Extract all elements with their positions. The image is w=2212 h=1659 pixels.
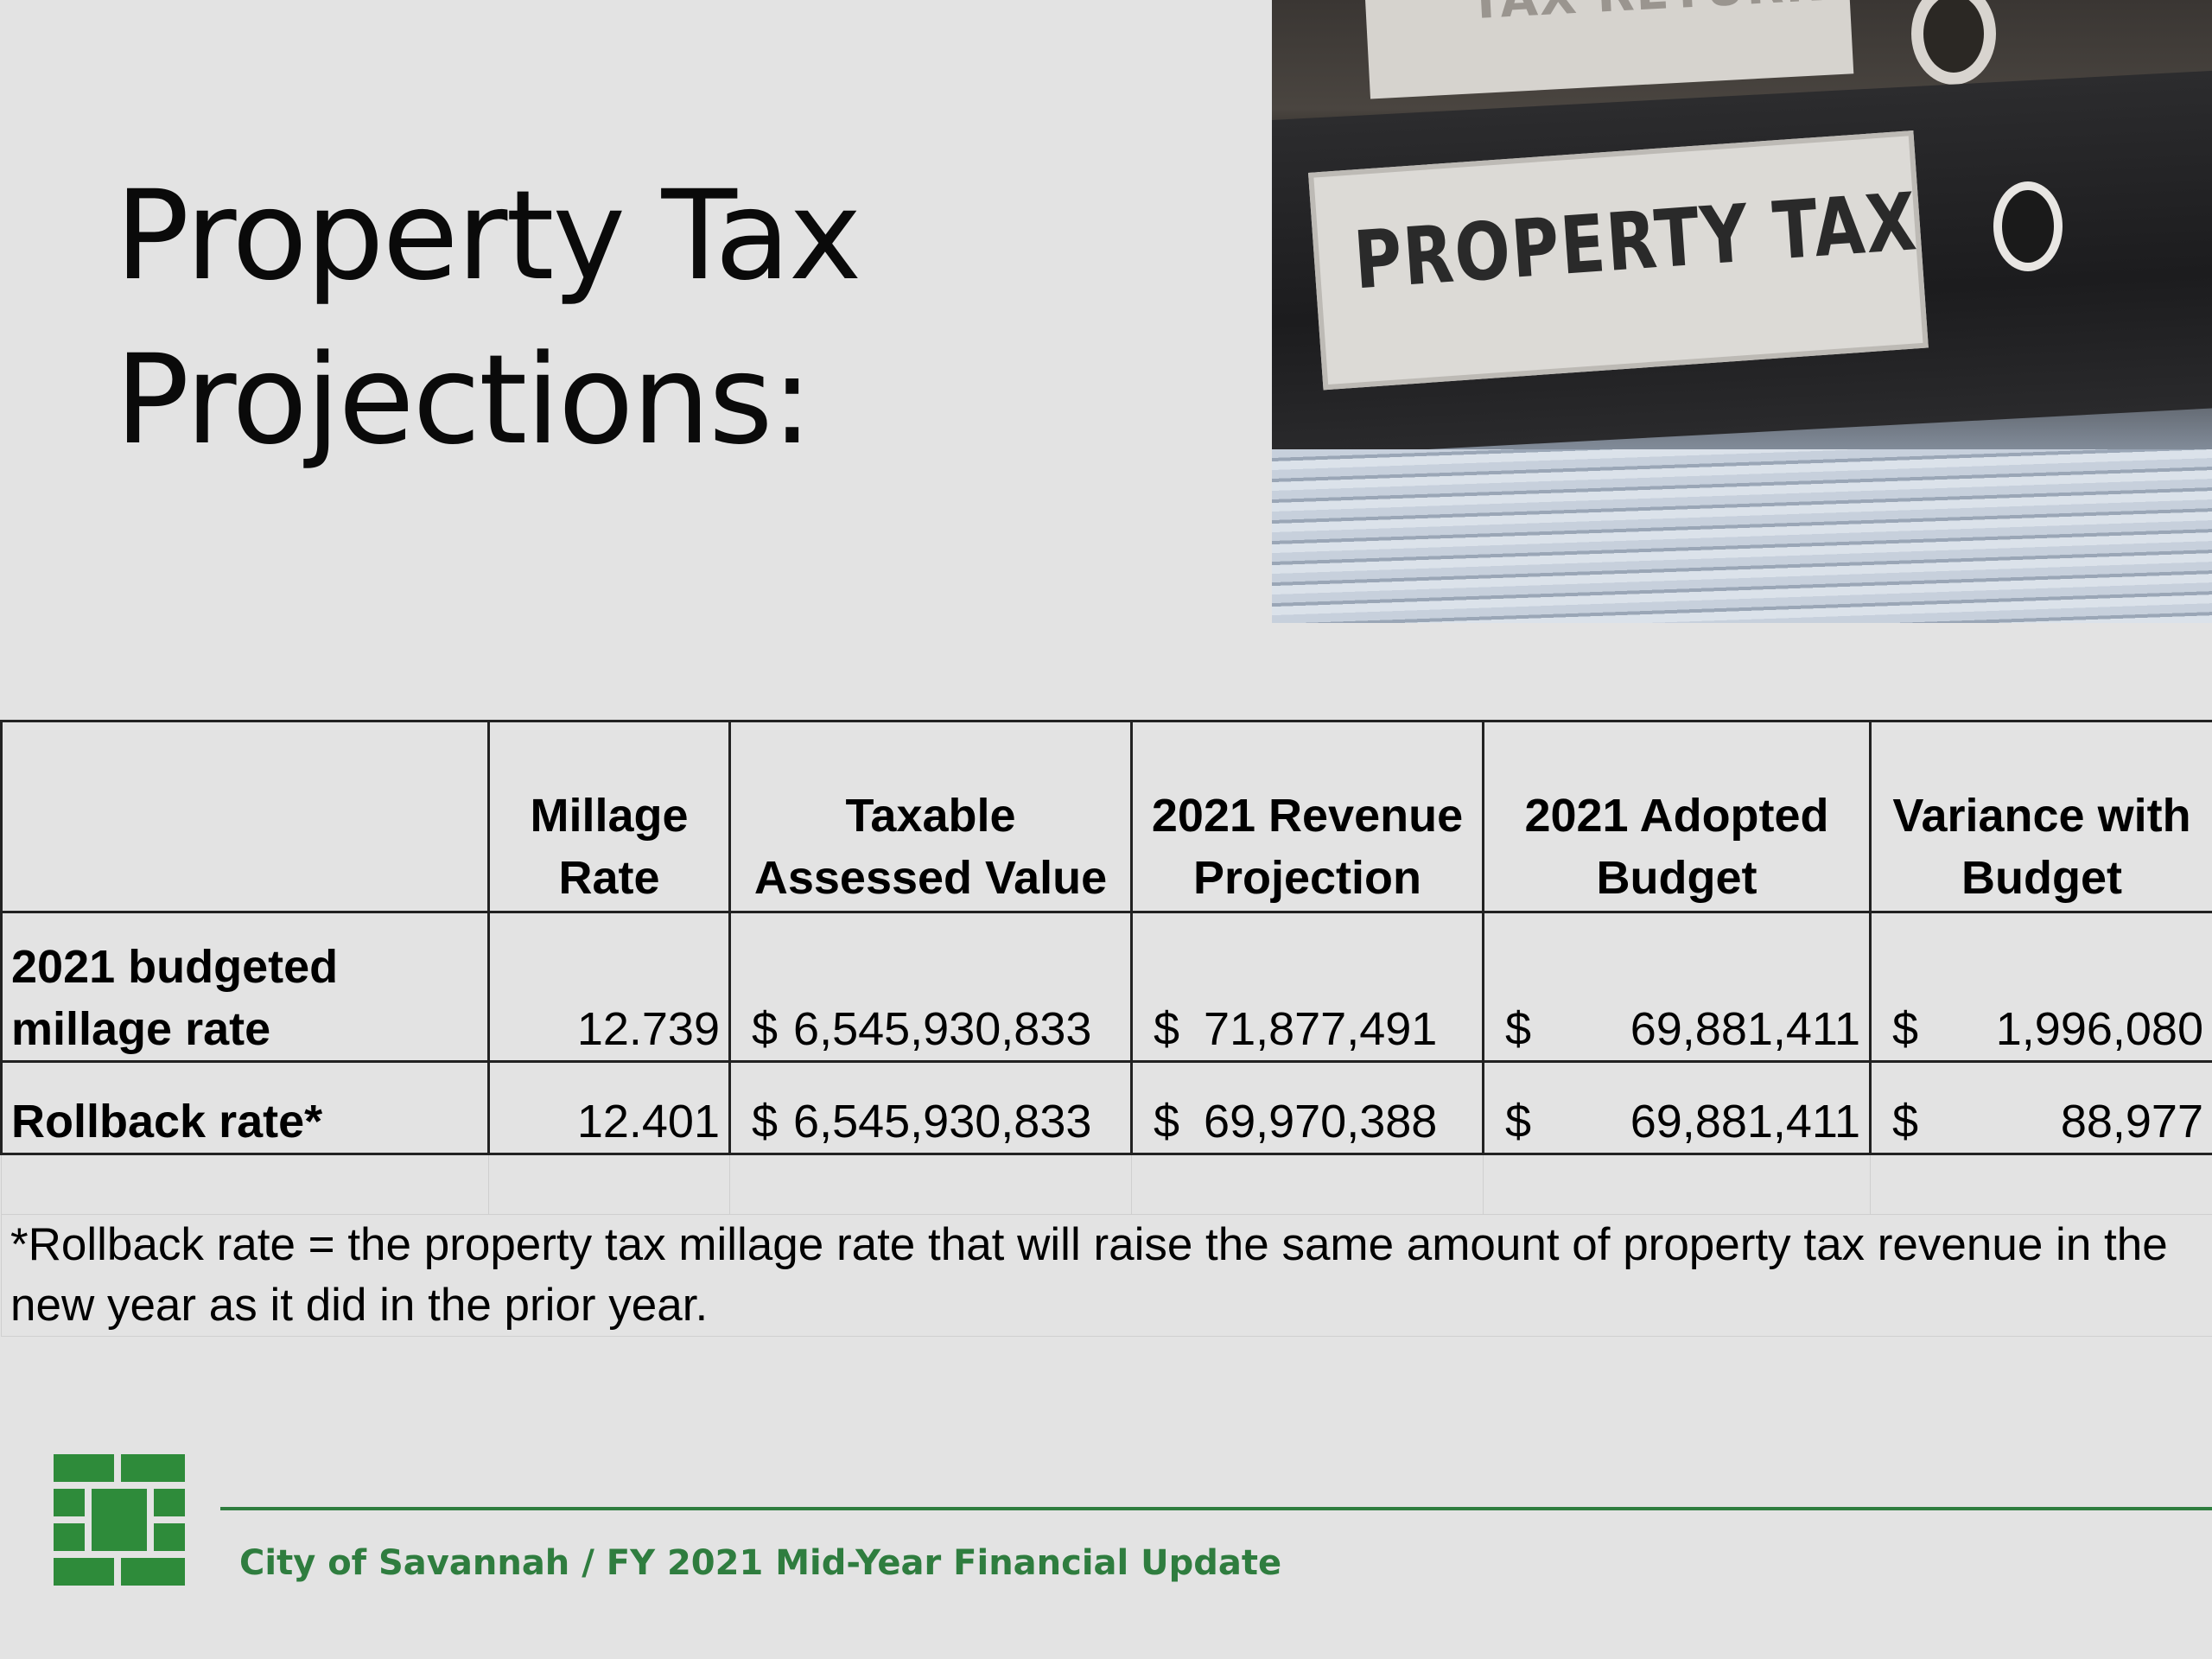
footer-divider [220,1507,2212,1510]
currency-symbol: $ [1892,1003,1919,1055]
paper-stack [1272,449,2212,623]
currency-symbol: $ [752,1096,779,1147]
title-line-2: Projections: [115,327,813,472]
footnote-row: *Rollback rate = the property tax millag… [1,1214,2212,1337]
amount: 88,977 [2060,1096,2203,1147]
currency-symbol: $ [1505,1096,1532,1147]
revenue-projection-cell: $ 71,877,491 [1130,911,1484,1063]
table-row: Rollback rate* 12.401 $ 6,545,930,833 $ … [0,1060,2212,1155]
city-logo-icon [54,1454,185,1586]
revenue-projection-cell: $ 69,970,388 [1130,1060,1484,1155]
blank-cell [729,1153,1132,1215]
header-adopted-budget: 2021 Adopted Budget [1482,720,1872,913]
property-tax-table: Millage Rate Taxable Assessed Value 2021… [0,720,2212,1337]
header-blank [0,720,490,913]
header-millage-rate: Millage Rate [487,720,731,913]
adopted-budget-cell: $ 69,881,411 [1482,911,1872,1063]
amount: 6,545,930,833 [793,1003,1092,1055]
adopted-budget-cell: $ 69,881,411 [1482,1060,1872,1155]
footnote: *Rollback rate = the property tax millag… [1,1214,2212,1337]
amount: 69,881,411 [1630,1003,1860,1055]
binder-label-card: PROPERTY TAX [1308,130,1929,391]
currency-symbol: $ [1154,1003,1180,1055]
millage-rate-cell: 12.401 [487,1060,731,1155]
taxable-value-cell: $ 6,545,930,833 [728,1060,1133,1155]
blank-row [1,1153,2212,1215]
amount: 69,881,411 [1630,1096,1860,1147]
blank-cell [1483,1153,1871,1215]
header-revenue-projection: 2021 Revenue Projection [1130,720,1484,913]
table-row: 2021 budgeted millage rate 12.739 $ 6,54… [0,911,2212,1063]
taxable-value-cell: $ 6,545,930,833 [728,911,1133,1063]
property-tax-binder-photo: TAX RETURN PROPERTY TAX [1272,0,2212,623]
header-taxable-assessed-value: Taxable Assessed Value [728,720,1133,913]
binder-label-text: PROPERTY TAX [1351,175,1921,308]
amount: 1,996,080 [1995,1003,2203,1055]
variance-cell: $ 1,996,080 [1869,911,2212,1063]
table-header-row: Millage Rate Taxable Assessed Value 2021… [0,720,2212,913]
row-label: 2021 budgeted millage rate [0,911,490,1063]
blank-cell [1,1153,489,1215]
amount: 71,877,491 [1204,1003,1438,1055]
row-label: Rollback rate* [0,1060,490,1155]
amount: 69,970,388 [1204,1096,1438,1147]
currency-symbol: $ [1892,1096,1919,1147]
currency-symbol: $ [1505,1003,1532,1055]
blank-cell [1131,1153,1484,1215]
currency-symbol: $ [1154,1096,1180,1147]
amount: 6,545,930,833 [793,1096,1092,1147]
back-binder-ring [1911,0,1996,85]
back-binder-label-text: TAX RETURN [1468,0,1829,30]
title-line-1: Property Tax [115,163,861,308]
currency-symbol: $ [752,1003,779,1055]
millage-rate-cell: 12.739 [487,911,731,1063]
blank-cell [1870,1153,2212,1215]
header-variance: Variance with Budget [1869,720,2212,913]
binder-ring-hole [1993,181,2063,271]
variance-cell: $ 88,977 [1869,1060,2212,1155]
footer-text: City of Savannah / FY 2021 Mid-Year Fina… [239,1543,1282,1583]
blank-cell [488,1153,730,1215]
slide-title: Property Tax Projections: [115,154,861,482]
